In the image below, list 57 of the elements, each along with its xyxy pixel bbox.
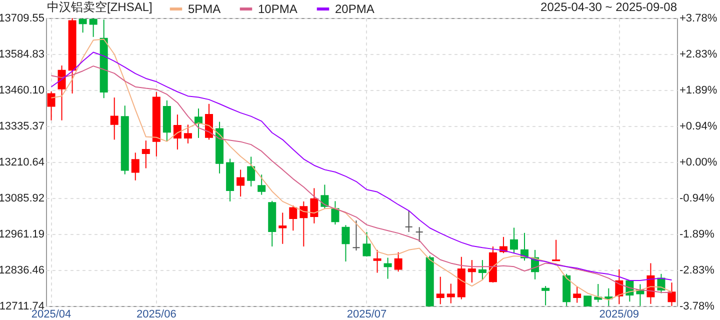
candlestick — [78, 18, 87, 34]
candlestick — [278, 212, 287, 244]
candlestick — [510, 227, 518, 254]
candlestick — [47, 90, 56, 121]
y2-tick-label: +2.83% — [680, 48, 718, 61]
chart-subtitle: 2025-04-30 ~ 2025-09-08 — [540, 0, 678, 14]
candlestick — [89, 18, 98, 38]
candlestick — [184, 124, 192, 144]
candlestick — [131, 152, 140, 181]
candlestick — [478, 260, 486, 280]
candlestick — [404, 210, 413, 233]
candlestick — [258, 174, 266, 196]
candlestick — [236, 169, 245, 198]
candlestick — [415, 226, 424, 242]
candlestick — [142, 140, 150, 169]
candlestick — [320, 184, 329, 210]
y2-tick-label: -1.89% — [680, 228, 715, 240]
candlestick — [194, 108, 202, 138]
y2-tick-label: +0.94% — [680, 120, 718, 133]
candlestick — [173, 114, 182, 150]
y2-tick-label: -0.94% — [680, 192, 715, 204]
x-tick-label: 2025/04 — [31, 308, 72, 320]
candlestick — [436, 276, 444, 305]
candlestick — [247, 156, 256, 187]
candlestick — [58, 64, 66, 121]
candlestick — [110, 97, 118, 140]
legend-label: 5PMA — [188, 2, 221, 16]
candlestick — [289, 204, 298, 232]
candlestick — [300, 200, 308, 247]
candlestick — [352, 220, 360, 252]
candlestick — [205, 103, 214, 140]
y2-tick-label: -3.78% — [680, 300, 715, 312]
candlestick — [552, 239, 560, 262]
y2-tick-label: +1.89% — [680, 84, 718, 96]
legend-label: 20PMA — [335, 2, 374, 16]
x-tick-label: 2025/07 — [346, 308, 387, 320]
y2-tick-label: -2.83% — [680, 264, 715, 276]
candlestick — [331, 200, 340, 226]
candlestick — [668, 282, 676, 306]
candlestick — [542, 286, 550, 306]
y2-tick-label: +0.00% — [680, 156, 718, 168]
candlestick — [584, 296, 592, 306]
candlestick — [384, 257, 392, 280]
candlestick — [573, 286, 582, 304]
candlestick — [373, 249, 382, 274]
legend-label: 10PMA — [258, 2, 298, 16]
x-tick-label: 2025/09 — [599, 308, 640, 320]
y2-tick-label: +3.78% — [680, 12, 718, 24]
candlestick — [446, 283, 455, 304]
x-tick-label: 2025/06 — [136, 308, 176, 320]
chart-title: 中汉铝卖空[ZHSAL] — [47, 0, 152, 14]
candlestick — [468, 260, 476, 284]
candlestick — [342, 224, 350, 262]
candlestick — [594, 283, 602, 303]
candlestick — [394, 252, 402, 272]
candlestick — [310, 188, 318, 224]
candlestick — [362, 232, 371, 258]
